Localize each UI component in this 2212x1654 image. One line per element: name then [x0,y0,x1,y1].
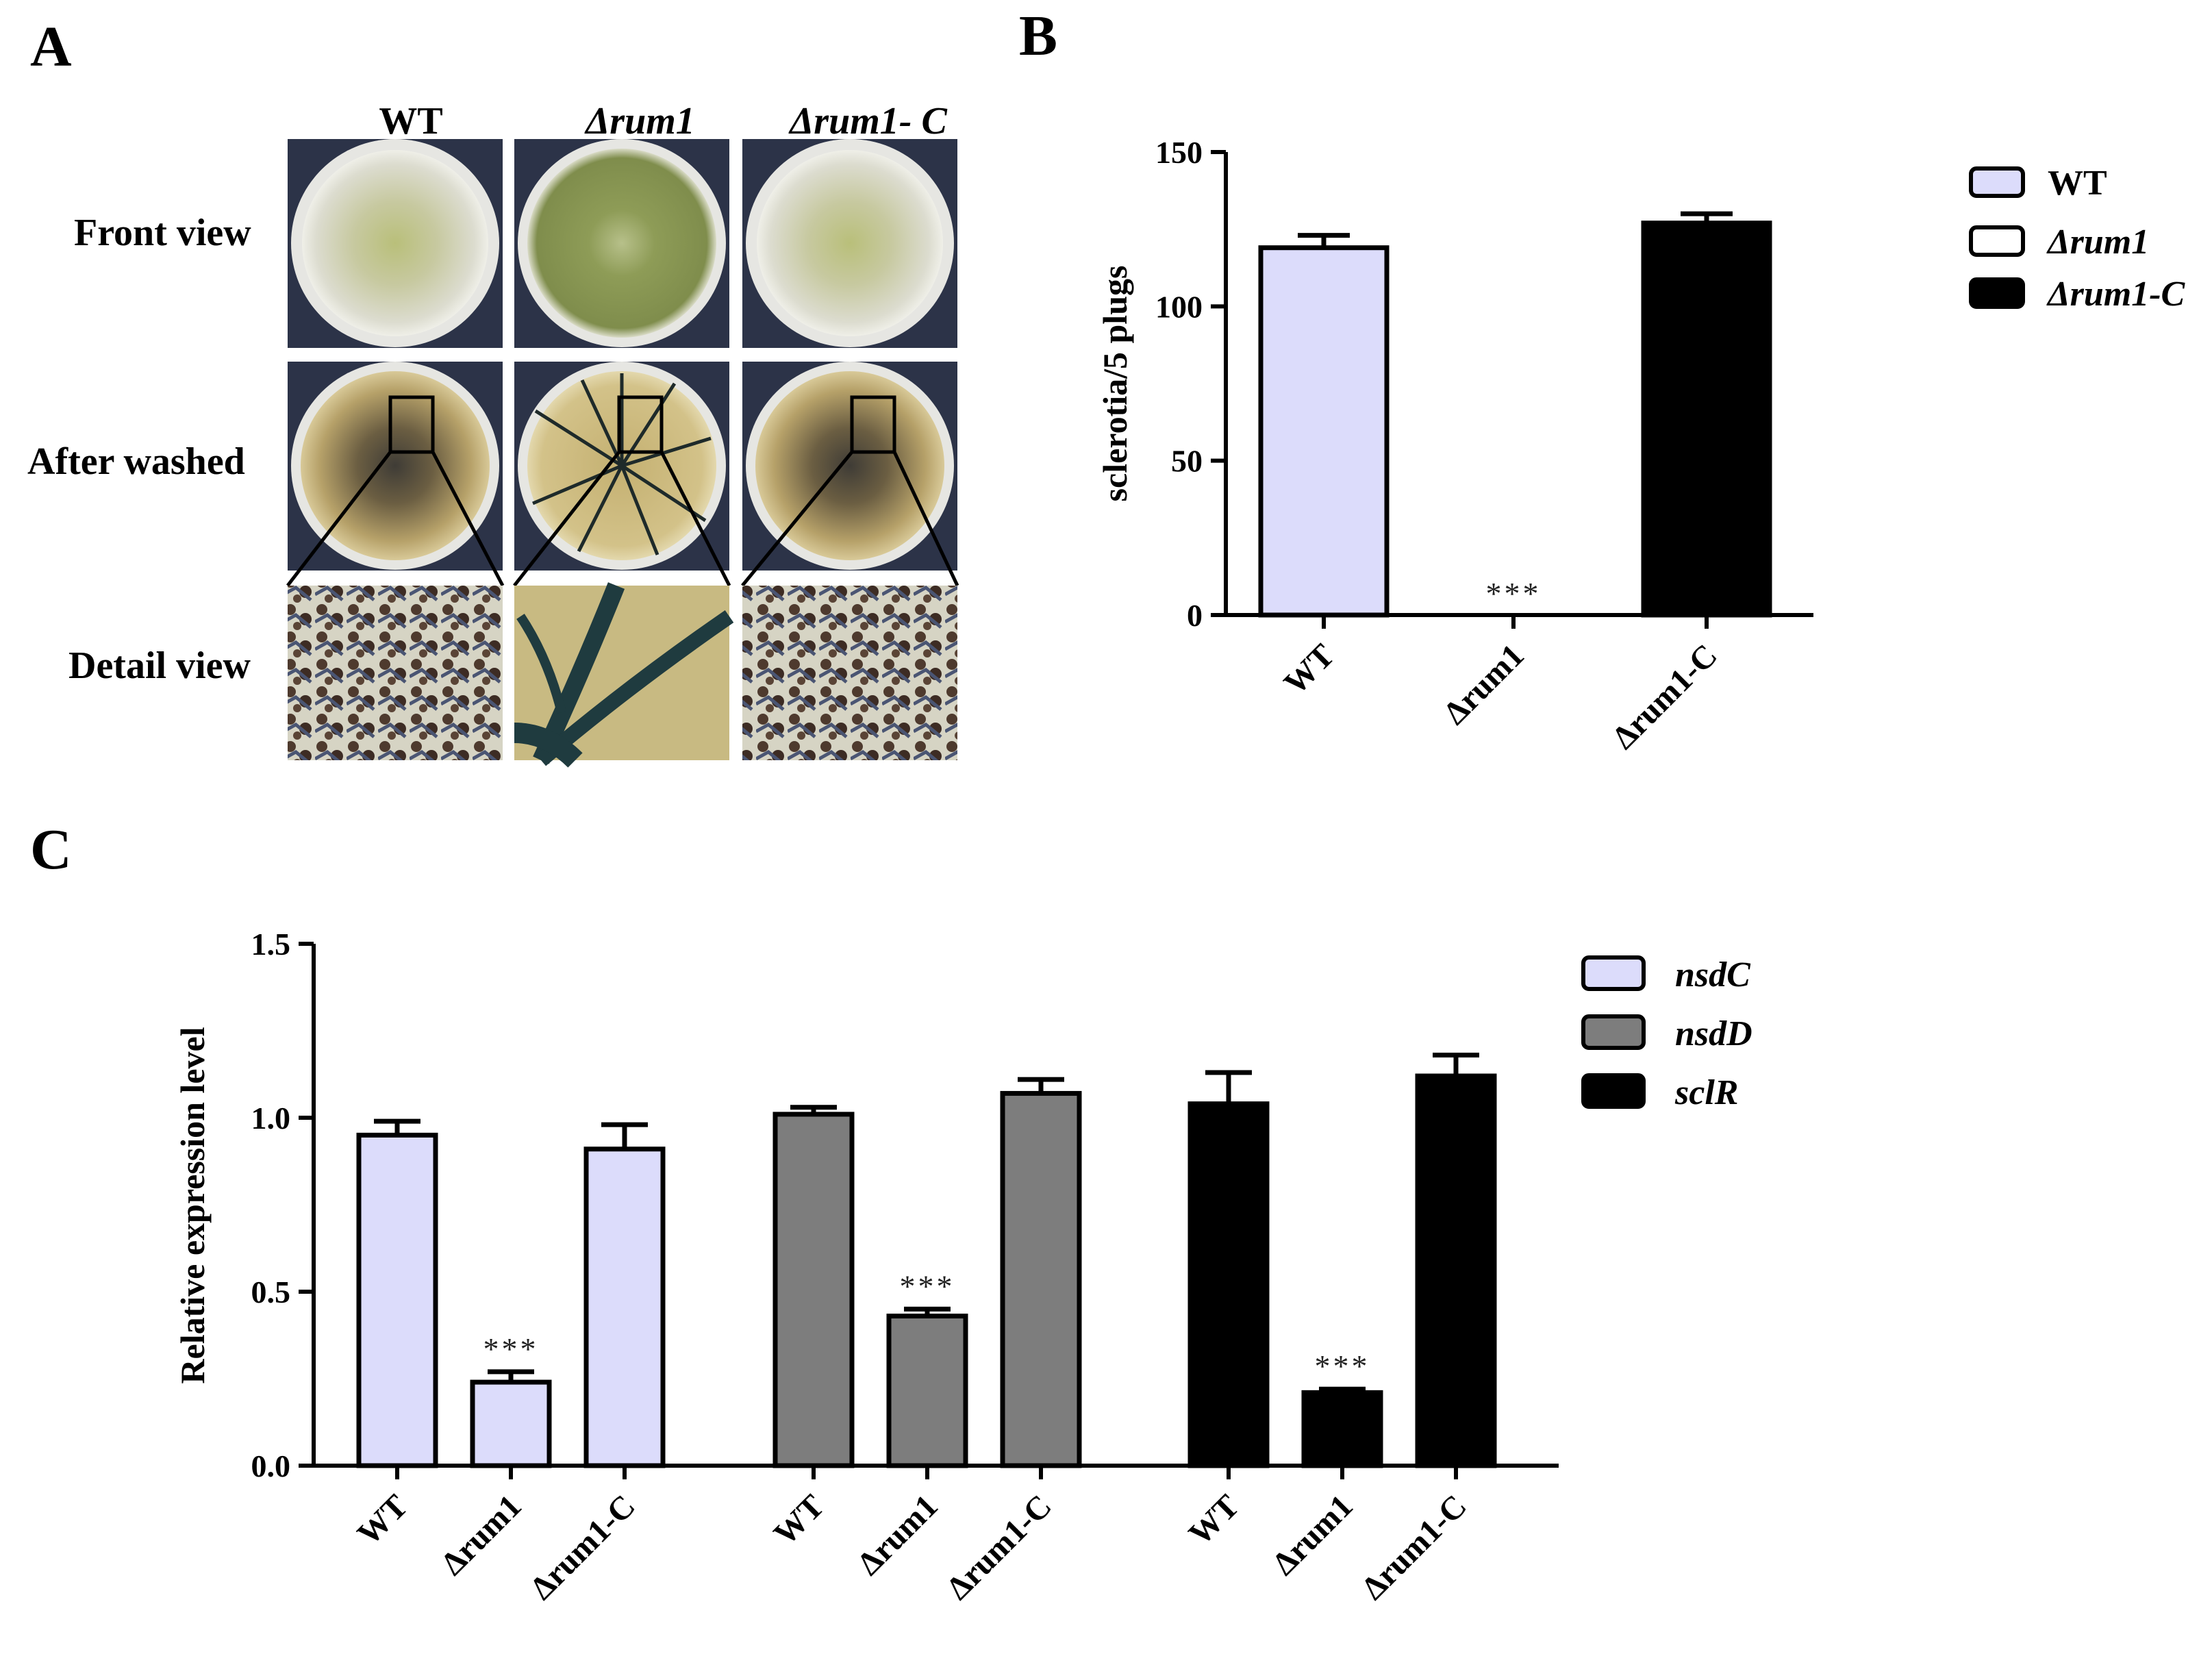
chart-c-xtick-label: WT [767,1488,831,1552]
chart-c-ytick-label: 0.0 [251,1449,291,1483]
chart-b-legend: WT Δrum1 Δrum1-C [1969,164,2186,314]
plate-washed-mutant [514,362,729,571]
chart-b-legend-label: Δrum1 [2046,223,2149,262]
plate-front-wt [288,139,503,348]
plate-washed-complement [742,362,957,571]
chart-b-legend-label: Δrum1-C [2046,275,2186,314]
chart-b: 0 50 100 150 *** WT Δrum1 Δrum1-C sclerotia/5… [1096,135,1813,756]
chart-c-significance: *** [1315,1349,1370,1383]
chart-c-xtick-label: WT [1182,1488,1246,1552]
panel-a-row-washed: After washed [27,440,245,483]
chart-b-ytick-label: 50 [1171,444,1203,479]
detail-complement [742,586,957,760]
chart-c-legend-swatch [1581,1073,1646,1109]
plate-washed-wt [288,362,503,571]
chart-c-significance: *** [900,1268,955,1303]
chart-c-bar [772,1112,855,1468]
panel-c-letter: C [30,818,72,881]
chart-c-bar [1187,1101,1270,1468]
chart-c-significance: *** [483,1331,539,1366]
chart-b-legend-swatch [1969,166,2025,198]
panel-b-letter: B [1019,4,1057,68]
chart-b-xtick-label: WT [1277,637,1342,701]
chart-c-xtick-label: Δrum1-C [523,1488,642,1607]
panel-a-col-mutant: Δrum1 [584,100,695,142]
chart-b-bar [1641,221,1772,618]
chart-c-ytick-label: 1.0 [251,1101,291,1136]
chart-b-ytick-label: 100 [1155,289,1203,324]
panel-a-row-front: Front view [74,212,251,254]
chart-c-bar [470,1379,552,1468]
panel-a-letter: A [30,15,72,79]
detail-wt [288,586,503,760]
chart-c-ytick-label: 1.5 [251,927,291,962]
chart-c-xtick-label: Δrum1-C [1355,1488,1474,1607]
chart-c-bar [886,1314,968,1468]
chart-c-legend-label: sclR [1674,1073,1738,1112]
chart-c-xtick-label: Δrum1-C [940,1488,1059,1607]
panel-a-col-complement: Δrum1- C [788,100,947,142]
chart-b-ylabel: sclerotia/5 plugs [1096,266,1134,502]
chart-b-ytick-label: 150 [1155,135,1203,170]
chart-c-ytick-label: 0.5 [251,1275,291,1310]
chart-c-xtick-label: Δrum1 [851,1488,945,1582]
chart-c-bar [356,1132,438,1468]
chart-b-ytick-label: 0 [1187,598,1203,633]
chart-c-bar [1000,1090,1082,1468]
panel-a-row-detail: Detail view [68,644,251,687]
chart-c-legend-swatch [1581,955,1646,991]
panel-a-col-wt: WT [379,100,442,142]
chart-c-bar [1415,1073,1497,1468]
chart-c-bar [583,1146,666,1468]
chart-c-xtick-label: Δrum1 [434,1488,529,1582]
plate-front-complement [742,139,957,348]
plate-front-mutant [514,139,729,348]
zoom-connectors [286,451,959,587]
chart-c-legend-label: nsdC [1675,955,1751,994]
chart-b-xtick-label: Δrum1-C [1605,637,1724,756]
chart-c-legend-label: nsdD [1675,1014,1752,1053]
chart-b-legend-label: WT [2048,164,2107,203]
chart-c-xtick-label: Δrum1 [1266,1488,1360,1582]
chart-c-bar [1301,1390,1383,1468]
chart-b-xtick-label: Δrum1 [1437,637,1531,731]
chart-c-legend-swatch [1581,1014,1646,1050]
chart-b-legend-swatch [1969,225,2025,257]
chart-b-significance: *** [1486,576,1542,611]
chart-b-legend-swatch [1969,277,2025,309]
chart-b-bar [1258,245,1390,618]
chart-c-ylabel: Relative expression level [173,1027,212,1383]
chart-c-xtick-label: WT [351,1488,415,1552]
chart-c-legend: nsdC nsdD sclR [1581,955,1752,1112]
detail-mutant [514,582,734,768]
